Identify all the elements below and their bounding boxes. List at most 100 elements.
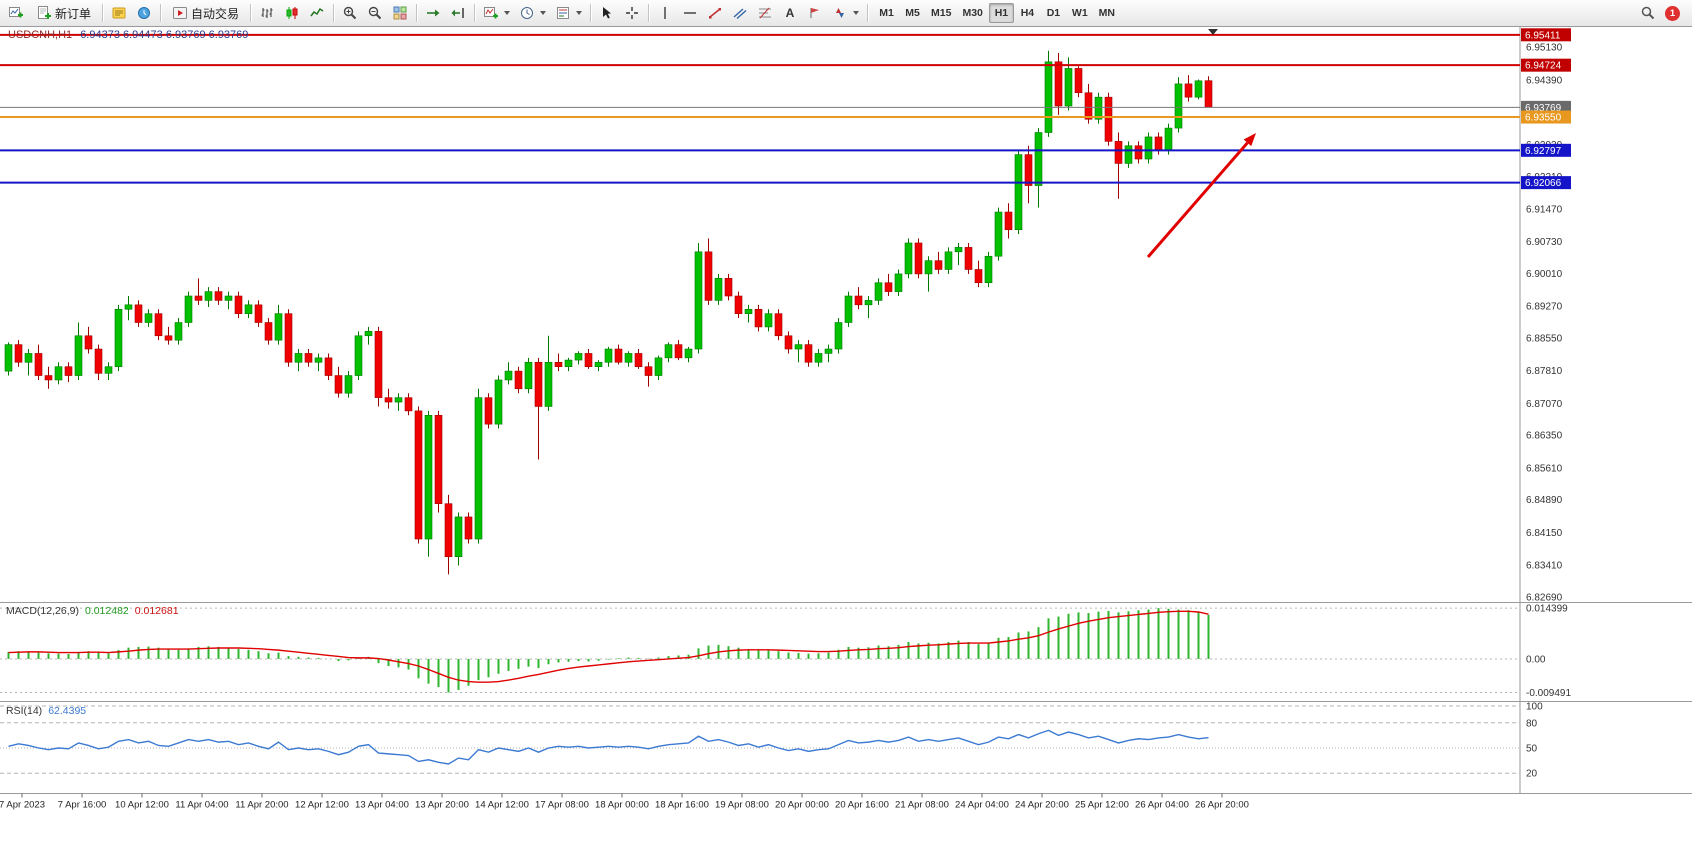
metaeditor-icon [112, 7, 126, 19]
time-axis: 7 Apr 2023 7 Apr 16:00 10 Apr 12:00 11 Apr … [0, 793, 1249, 811]
price-tick-label: 6.88550 [1526, 333, 1563, 344]
time-label: 10 Apr 12:00 [115, 800, 169, 811]
candle-body [1004, 211, 1013, 231]
time-label: 18 Apr 00:00 [595, 800, 649, 811]
candle-body [1024, 154, 1033, 186]
price-tick-label: 6.84150 [1526, 528, 1563, 539]
candle-body [884, 282, 893, 292]
trend-arrow-annotation[interactable] [1146, 133, 1256, 258]
timeframe-d1-button[interactable]: D1 [1041, 3, 1066, 23]
fibonacci-tool-button[interactable] [753, 2, 777, 24]
line-chart-mode-button[interactable] [305, 2, 329, 24]
timeframe-h4-button[interactable]: H4 [1015, 3, 1040, 23]
rsi-level-label: 20 [1526, 769, 1538, 780]
price-box [1521, 176, 1571, 190]
time-label: 26 Apr 20:00 [1195, 800, 1249, 811]
vertical-line-tool-button[interactable] [653, 2, 677, 24]
candle-body [754, 308, 763, 328]
candle-body [174, 322, 183, 341]
candle-body [1084, 92, 1093, 120]
market-watch-button[interactable] [132, 2, 156, 24]
timeframe-h1-button[interactable]: H1 [988, 3, 1014, 23]
candlestick-mode-button[interactable] [280, 2, 304, 24]
tile-windows-button[interactable] [388, 2, 412, 24]
candle-body [1134, 145, 1143, 160]
search-button[interactable] [1636, 2, 1660, 24]
timeframe-m30-button[interactable]: M30 [957, 3, 987, 23]
text-tool-button[interactable]: A [778, 2, 802, 24]
timeframe-m15-button[interactable]: M15 [926, 3, 956, 23]
svg-text:A: A [786, 6, 795, 20]
candle-body [194, 295, 203, 301]
time-label: 13 Apr 20:00 [415, 800, 469, 811]
price-tick-label: 6.87070 [1526, 399, 1563, 410]
notification-badge[interactable]: 1 [1665, 5, 1680, 21]
trendline-icon [709, 8, 722, 19]
new-order-button[interactable]: 新订单 [29, 2, 98, 24]
metaeditor-button[interactable] [107, 2, 131, 24]
candle-body [1034, 132, 1043, 186]
candle-body [1014, 154, 1023, 231]
toolbar-separator [416, 4, 418, 22]
zoom-in-button[interactable] [338, 2, 362, 24]
timeframe-w1-button[interactable]: W1 [1067, 3, 1093, 23]
new-chart-button[interactable] [4, 2, 28, 24]
timeframe-m1-button[interactable]: M1 [874, 3, 899, 23]
price-box-label: 6.95411 [1525, 30, 1561, 41]
timeframe-mn-button[interactable]: MN [1094, 3, 1120, 23]
candle-body [794, 344, 803, 350]
trendline-tool-button[interactable] [703, 2, 727, 24]
periods-button[interactable] [515, 2, 550, 24]
horizontal-line-tool-button[interactable] [678, 2, 702, 24]
zoom-out-button[interactable] [363, 2, 387, 24]
autotrading-icon [173, 7, 188, 19]
indicators-button[interactable] [479, 2, 514, 24]
cursor-tool-button[interactable] [595, 2, 619, 24]
price-box [1521, 110, 1571, 124]
candle-body [14, 344, 23, 363]
time-label: 11 Apr 04:00 [175, 800, 228, 811]
candle-body [364, 331, 373, 337]
price-tick-label: 6.83410 [1526, 561, 1563, 572]
candle-body [954, 247, 963, 253]
candle-body [384, 397, 393, 403]
autotrading-button[interactable]: 自动交易 [165, 2, 246, 24]
channel-tool-button[interactable] [728, 2, 752, 24]
candle-body [64, 366, 73, 376]
timeframe-m5-button[interactable]: M5 [900, 3, 925, 23]
scroll-to-end-marker[interactable] [1208, 29, 1218, 35]
timeframe-group: M1 M5 M15 M30 H1 H4 D1 W1 MN [874, 3, 1120, 23]
auto-scroll-button[interactable] [421, 2, 445, 24]
candle-body [614, 348, 623, 363]
candle-body [574, 353, 583, 361]
candle-body [704, 251, 713, 301]
text-label-tool-button[interactable] [803, 2, 827, 24]
candle-body [1154, 136, 1163, 151]
candle-body [744, 308, 753, 314]
arrows-tool-button[interactable] [828, 2, 863, 24]
chart-canvas[interactable]: 6.951306.943906.936706.929306.922106.914… [0, 26, 1692, 853]
templates-button[interactable] [551, 2, 586, 24]
crosshair-tool-button[interactable] [620, 2, 644, 24]
time-label: 21 Apr 08:00 [895, 800, 949, 811]
horizontal-line-icon [684, 12, 697, 14]
indicators-icon [484, 7, 499, 19]
chart-shift-button[interactable] [446, 2, 470, 24]
bar-chart-mode-button[interactable] [255, 2, 279, 24]
candle-body [974, 269, 983, 284]
candle-body [804, 344, 813, 363]
rsi-line [8, 729, 1209, 765]
macd-histogram [7, 608, 1210, 693]
candle-body [294, 353, 303, 363]
candle-body [564, 359, 573, 367]
price-box [1521, 58, 1571, 72]
candle-body [1044, 61, 1053, 133]
toolbar-separator [648, 4, 650, 22]
periods-clock-icon [521, 7, 534, 19]
price-tick-label: 6.85610 [1526, 463, 1563, 474]
candle-body [144, 313, 153, 323]
candle-body [304, 353, 313, 363]
candles-layer [4, 50, 1213, 575]
candle-body [964, 247, 973, 270]
